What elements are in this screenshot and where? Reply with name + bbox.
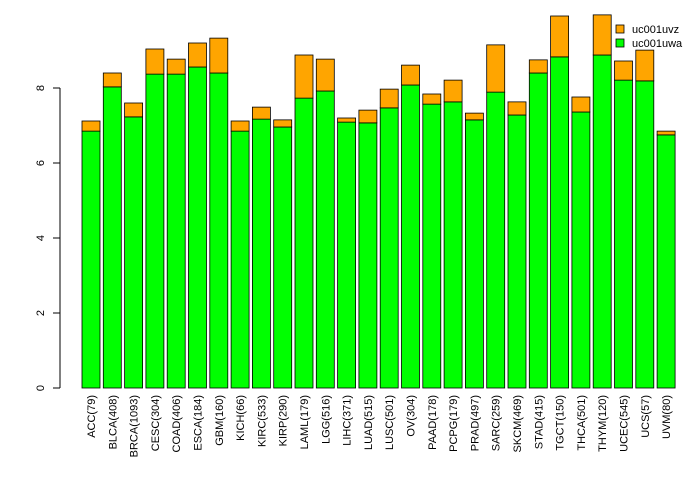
bar-segment-uc001uvz xyxy=(592,14,612,56)
x-tick-label: THCA(501) xyxy=(576,395,588,451)
bar-segment-uc001uvz xyxy=(166,58,186,75)
bar-segment-uc001uvz xyxy=(401,64,420,86)
bar-segment-uc001uvz xyxy=(337,117,357,123)
x-tick-label: BRCA(1093) xyxy=(129,395,141,457)
bar-segment-uc001uvz xyxy=(124,102,143,118)
x-tick-label: BLCA(408) xyxy=(107,395,119,449)
bar-segment-uc001uwa xyxy=(102,86,122,389)
x-tick-label: COAD(406) xyxy=(171,395,183,452)
x-tick-label: SARC(259) xyxy=(491,395,503,451)
y-tick-label: 2 xyxy=(35,310,47,316)
bar-segment-uc001uvz xyxy=(443,79,463,103)
bar-segment-uc001uwa xyxy=(337,121,357,389)
bar-segment-uc001uvz xyxy=(188,42,207,68)
bar-segment-uc001uwa xyxy=(81,130,101,389)
bar-segment-uc001uvz xyxy=(294,54,314,99)
x-tick-label: LUSC(501) xyxy=(384,395,396,450)
bar-segment-uc001uwa xyxy=(358,122,378,389)
y-tick-label: 4 xyxy=(35,235,47,241)
bar-segment-uc001uwa xyxy=(273,126,293,389)
bar-segment-uc001uwa xyxy=(592,54,612,389)
bar-segment-uc001uvz xyxy=(507,101,527,116)
x-tick-label: KICH(66) xyxy=(235,395,247,441)
x-tick-label: UCS(57) xyxy=(640,395,652,438)
legend-swatch xyxy=(615,24,625,34)
x-tick-labels: ACC(79) BLCA(408) BRCA(1093) CESC(304) COAD(… xyxy=(86,395,673,457)
bar-segment-uc001uwa xyxy=(379,107,399,389)
bars xyxy=(81,14,676,389)
bar-segment-uc001uvz xyxy=(81,120,101,132)
x-tick-label: UVM(80) xyxy=(661,395,673,439)
bar-segment-uc001uwa xyxy=(656,134,676,389)
bar-segment-uc001uvz xyxy=(358,109,378,124)
bar-segment-uc001uwa xyxy=(507,114,527,389)
bar-segment-uc001uwa xyxy=(188,66,207,389)
x-tick-label: GBM(160) xyxy=(214,395,226,446)
bar-segment-uc001uvz xyxy=(145,48,165,75)
bar-segment-uc001uvz xyxy=(102,72,122,88)
bar-segment-uc001uwa xyxy=(294,97,314,389)
bar-segment-uc001uvz xyxy=(528,59,548,74)
bar-segment-uc001uvz xyxy=(550,15,569,58)
x-tick-label: ESCA(184) xyxy=(193,395,205,451)
bar-segment-uc001uwa xyxy=(528,72,548,389)
bar-segment-uc001uwa xyxy=(635,80,655,389)
bar-segment-uc001uwa xyxy=(124,116,143,389)
x-tick-label: PAAD(178) xyxy=(427,395,439,450)
x-tick-label: KIRP(290) xyxy=(278,395,290,446)
legend-label: uc001uwa xyxy=(632,38,683,50)
x-tick-label: LUAD(515) xyxy=(363,395,375,450)
bar-segment-uc001uvz xyxy=(571,96,591,113)
bar-segment-uc001uvz xyxy=(635,49,655,82)
x-tick-label: THYM(120) xyxy=(597,395,609,452)
x-tick-label: STAD(415) xyxy=(533,395,545,449)
bar-segment-uc001uwa xyxy=(422,103,442,389)
x-tick-label: PRAD(497) xyxy=(469,395,481,451)
bar-segment-uc001uvz xyxy=(464,112,484,121)
bar-segment-uc001uvz xyxy=(209,37,229,74)
x-tick-label: CESC(304) xyxy=(150,395,162,451)
x-tick-label: LIHC(371) xyxy=(342,395,354,446)
bar-segment-uc001uwa xyxy=(571,111,591,389)
bar-segment-uc001uwa xyxy=(251,118,271,389)
bar-segment-uc001uvz xyxy=(230,120,250,132)
bar-segment-uc001uvz xyxy=(656,130,676,136)
bar-segment-uc001uwa xyxy=(209,72,229,389)
legend: uc001uvz uc001uwa xyxy=(615,24,683,50)
bar-segment-uc001uvz xyxy=(315,58,335,92)
y-tick-label: 6 xyxy=(35,160,47,166)
bar-segment-uc001uwa xyxy=(550,56,569,389)
bar-segment-uc001uvz xyxy=(422,93,442,105)
y-tick-label: 0 xyxy=(35,385,47,391)
bar-segment-uc001uvz xyxy=(486,44,506,93)
x-tick-label: KIRC(533) xyxy=(256,395,268,447)
bar-segment-uc001uvz xyxy=(614,60,633,81)
bar-segment-uc001uwa xyxy=(464,119,484,389)
x-tick-label: UCEC(545) xyxy=(619,395,631,452)
x-tick-label: TGCT(150) xyxy=(555,395,567,451)
bar-segment-uc001uwa xyxy=(443,101,463,389)
x-tick-label: SKCM(469) xyxy=(512,395,524,452)
y-axis: 0 2 4 6 8 xyxy=(35,85,61,391)
bar-segment-uc001uwa xyxy=(486,91,506,389)
legend-swatch xyxy=(615,38,625,48)
bar-segment-uc001uvz xyxy=(251,106,271,120)
x-tick-label: PCPG(179) xyxy=(448,395,460,452)
x-tick-label: ACC(79) xyxy=(86,395,98,438)
x-tick-label: OV(304) xyxy=(406,395,418,437)
y-tick-label: 8 xyxy=(35,85,47,91)
bar-segment-uc001uvz xyxy=(273,119,293,128)
bar-segment-uc001uwa xyxy=(614,79,633,389)
bar-segment-uc001uwa xyxy=(166,73,186,389)
bar-segment-uc001uwa xyxy=(401,84,420,389)
legend-label: uc001uvz xyxy=(632,24,679,36)
bar-segment-uc001uvz xyxy=(379,88,399,109)
bar-segment-uc001uwa xyxy=(145,73,165,389)
bar-segment-uc001uwa xyxy=(315,90,335,389)
x-tick-label: LAML(179) xyxy=(299,395,311,449)
bar-segment-uc001uwa xyxy=(230,130,250,389)
x-tick-label: LGG(516) xyxy=(320,395,332,444)
